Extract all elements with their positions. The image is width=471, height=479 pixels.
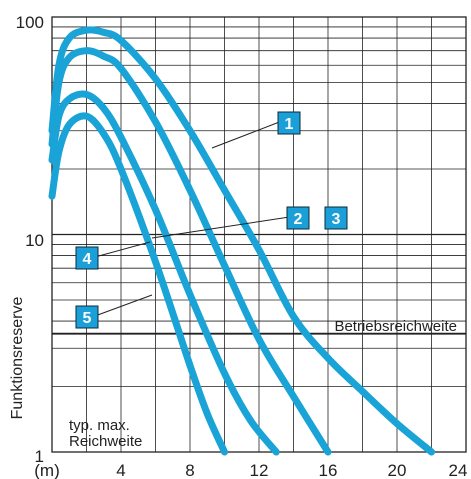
badge-label: 4: [83, 251, 92, 268]
x-tick-label: 24: [449, 461, 468, 479]
badge-2: 2: [286, 206, 310, 230]
leader-line: [211, 120, 283, 149]
badge-box: [75, 246, 99, 270]
series-line: [48, 112, 228, 456]
grid: [51, 16, 467, 453]
badge-label: 2: [294, 211, 303, 228]
leader-line: [94, 294, 153, 317]
series-line: [48, 90, 280, 456]
x-tick-label: 8: [185, 461, 194, 479]
annotation-line-1: typ. max.: [69, 417, 130, 434]
badges: 1 2 3 4 5: [75, 111, 348, 329]
series-line: [48, 26, 435, 456]
x-tick-label: 20: [388, 461, 407, 479]
labels: 100 10 1 (m) 4 8 12 16 20 24 Funktionsre…: [9, 13, 467, 479]
y-tick-label: 100: [16, 13, 44, 32]
x-unit-label: (m): [34, 461, 59, 479]
threshold-label: Betriebsreichweite: [334, 318, 457, 335]
badge-label: 1: [285, 116, 294, 133]
badge-box: [286, 206, 310, 230]
annotation-line-2: Reichweite: [69, 433, 142, 450]
badge-label: 5: [83, 310, 92, 327]
y-tick-label: 10: [25, 231, 44, 250]
curves: [48, 26, 435, 456]
leader-line: [151, 215, 297, 239]
badge-label: 3: [332, 211, 341, 228]
badge-box: [277, 111, 301, 135]
badge-1: 1: [277, 111, 301, 135]
badge-5: 5: [75, 305, 99, 329]
y-axis-label: Funktionsreserve: [9, 297, 26, 420]
leader-line: [94, 241, 151, 258]
badge-box: [324, 206, 348, 230]
leader-lines: [94, 120, 297, 317]
badge-4: 4: [75, 246, 99, 270]
badge-box: [75, 305, 99, 329]
x-tick-label: 16: [319, 461, 338, 479]
x-tick-label: 12: [250, 461, 269, 479]
series-line: [48, 47, 332, 456]
badge-3: 3: [324, 206, 348, 230]
x-tick-label: 4: [116, 461, 125, 479]
y-tick-label: 1: [35, 447, 44, 466]
